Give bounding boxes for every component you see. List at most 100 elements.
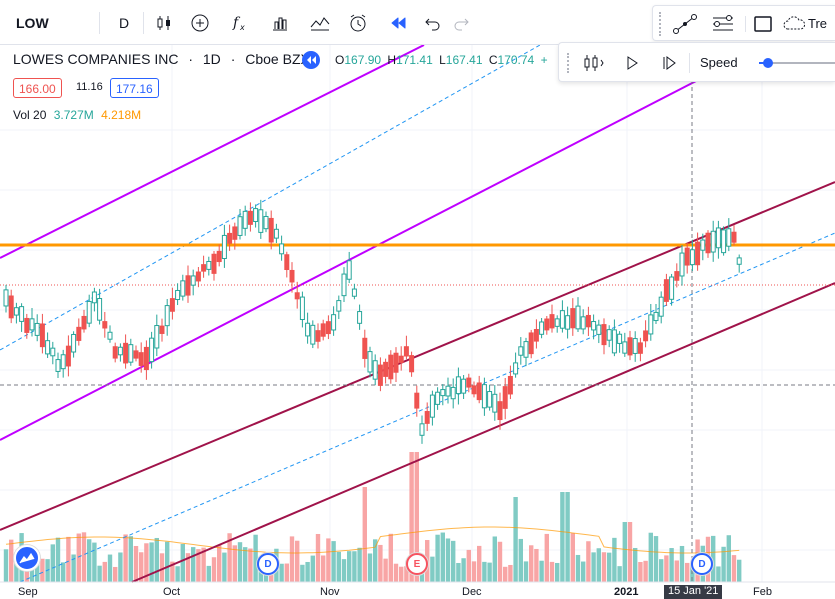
candle-body: [487, 391, 493, 408]
candle-body: [461, 378, 467, 394]
candle-body: [476, 382, 482, 401]
price-chart[interactable]: [0, 45, 835, 599]
candle-body: [169, 298, 175, 312]
speed-slider-track[interactable]: [759, 62, 835, 64]
candle-body: [513, 362, 519, 375]
volume-bar: [211, 557, 217, 582]
time-label-dec: Dec: [462, 586, 482, 598]
volume-bars: [3, 452, 742, 582]
trend-line-icon[interactable]: [671, 11, 699, 37]
candles-style-icon[interactable]: [150, 9, 178, 37]
volume-bar: [123, 534, 128, 582]
volume-bar: [321, 555, 326, 582]
financials-icon[interactable]: [266, 9, 294, 37]
speed-slider-knob[interactable]: [762, 58, 773, 68]
toolbar-divider: [143, 12, 144, 34]
candle-body: [492, 393, 498, 413]
volume-bar: [461, 558, 466, 582]
volume-bar: [653, 536, 659, 582]
volume-bar: [336, 551, 341, 582]
candle-body: [325, 321, 331, 335]
candle-body: [669, 276, 675, 300]
candle-body: [362, 337, 368, 359]
candle-body: [190, 275, 196, 286]
sell-price-box[interactable]: 166.00: [13, 78, 62, 98]
redo-icon[interactable]: [448, 9, 474, 37]
templates-icon[interactable]: [305, 9, 335, 37]
volume-bar: [607, 552, 612, 582]
candle-body: [336, 300, 342, 312]
volume-bar: [149, 542, 154, 582]
candle-body: [253, 208, 259, 223]
earnings-badge[interactable]: E: [406, 553, 428, 575]
volume-bar: [617, 566, 622, 582]
volume-bar: [399, 566, 404, 582]
buy-price-box[interactable]: 177.16: [110, 78, 159, 98]
time-label-nov: Nov: [320, 586, 340, 598]
candle-body: [622, 341, 628, 354]
logo-badge-icon[interactable]: [14, 545, 40, 571]
volume-bar: [638, 562, 643, 582]
candle-body: [549, 314, 555, 329]
candle-body: [663, 279, 669, 302]
volume-bar: [71, 554, 76, 582]
candle-body: [393, 352, 399, 373]
fib-levels-icon[interactable]: [709, 11, 737, 37]
candle-body: [539, 321, 545, 335]
compare-add-icon[interactable]: [186, 9, 214, 37]
candle-body: [8, 295, 14, 319]
play-icon[interactable]: [620, 51, 644, 75]
candle-body: [653, 311, 659, 322]
select-bar-icon[interactable]: [581, 51, 607, 75]
candle-body: [455, 376, 461, 395]
volume-bar: [295, 540, 300, 582]
volume-bar: [159, 553, 165, 582]
drag-handle-icon[interactable]: [659, 12, 661, 36]
volume-bar: [471, 561, 477, 582]
volume-bar: [601, 552, 607, 582]
candle-body: [627, 337, 633, 356]
alert-clock-icon[interactable]: [344, 9, 372, 37]
volume-bar: [477, 545, 482, 582]
volume-bar: [539, 560, 544, 582]
replay-rewind-icon[interactable]: [384, 9, 412, 37]
trend-tool-label[interactable]: Tre: [808, 16, 828, 31]
symbol-search-button[interactable]: LOW: [16, 15, 49, 31]
candle-body: [24, 317, 30, 333]
candle-body: [377, 364, 383, 386]
candle-body: [695, 241, 701, 266]
replay-mode-icon[interactable]: [302, 51, 320, 69]
volume-bar: [648, 532, 653, 582]
candle-body: [710, 230, 716, 253]
replay-panel: Speed: [558, 42, 835, 82]
candle-body: [429, 394, 435, 418]
candle-body: [180, 280, 186, 297]
drawing-tools-panel: Tre: [652, 5, 835, 41]
candle-body: [164, 305, 170, 327]
cloud-icon[interactable]: [783, 12, 806, 36]
undo-icon[interactable]: [420, 9, 446, 37]
volume-ma-value: 4.218M: [101, 108, 142, 122]
step-forward-icon[interactable]: [657, 51, 681, 75]
candle-body: [419, 423, 425, 436]
volume-bar: [40, 558, 45, 582]
dividend-badge[interactable]: D: [691, 553, 713, 575]
drag-handle-icon[interactable]: [567, 53, 569, 73]
volume-bar: [357, 547, 362, 582]
time-label-feb: Feb: [753, 586, 772, 598]
volume-bar: [492, 536, 497, 582]
rectangle-icon[interactable]: [751, 12, 775, 36]
candle-body: [679, 252, 685, 277]
candle-body: [721, 229, 727, 254]
candle-body: [201, 264, 207, 272]
candle-body: [138, 352, 144, 366]
dividend-badge[interactable]: D: [257, 553, 279, 575]
candle-body: [211, 253, 217, 274]
volume-bar: [107, 554, 113, 582]
interval-button[interactable]: D: [118, 15, 130, 31]
volume-bar: [180, 543, 185, 582]
candle-body: [247, 210, 253, 225]
candle-body: [143, 346, 149, 371]
volume-bar: [206, 565, 211, 582]
